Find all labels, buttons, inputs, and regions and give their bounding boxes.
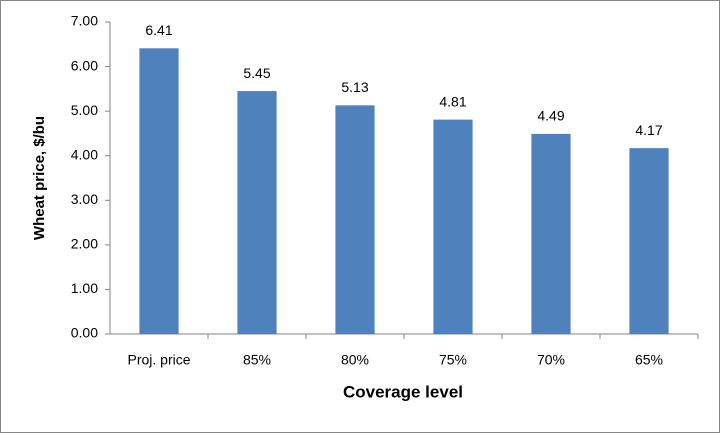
y-tick-label: 6.00 [71,57,98,73]
y-tick-label: 7.00 [71,13,98,29]
x-tick-label: 80% [341,352,369,368]
y-tick-label: 3.00 [71,191,98,207]
data-label: 6.41 [145,22,172,38]
y-tick-label: 0.00 [71,325,98,341]
bar [139,48,179,334]
bar [335,105,375,334]
bar [531,133,571,334]
y-tick-label: 4.00 [71,146,98,162]
y-tick-label: 5.00 [71,102,98,118]
data-label: 5.13 [341,79,368,95]
x-axis-title: Coverage level [343,382,463,401]
bar [237,91,277,334]
bar [629,148,669,334]
bar [433,119,473,335]
data-label: 4.17 [635,122,662,138]
x-tick-label: 85% [243,352,271,368]
data-label: 5.45 [243,65,270,81]
x-tick-label: 65% [635,352,663,368]
x-tick-label: 70% [537,352,565,368]
y-axis-title: Wheat price, $/bu [31,116,48,240]
data-label: 4.81 [439,93,466,109]
x-tick-label: Proj. price [127,352,190,368]
data-label: 4.49 [537,108,564,124]
y-tick-label: 2.00 [71,236,98,252]
y-tick-label: 1.00 [71,280,98,296]
x-tick-label: 75% [439,352,467,368]
